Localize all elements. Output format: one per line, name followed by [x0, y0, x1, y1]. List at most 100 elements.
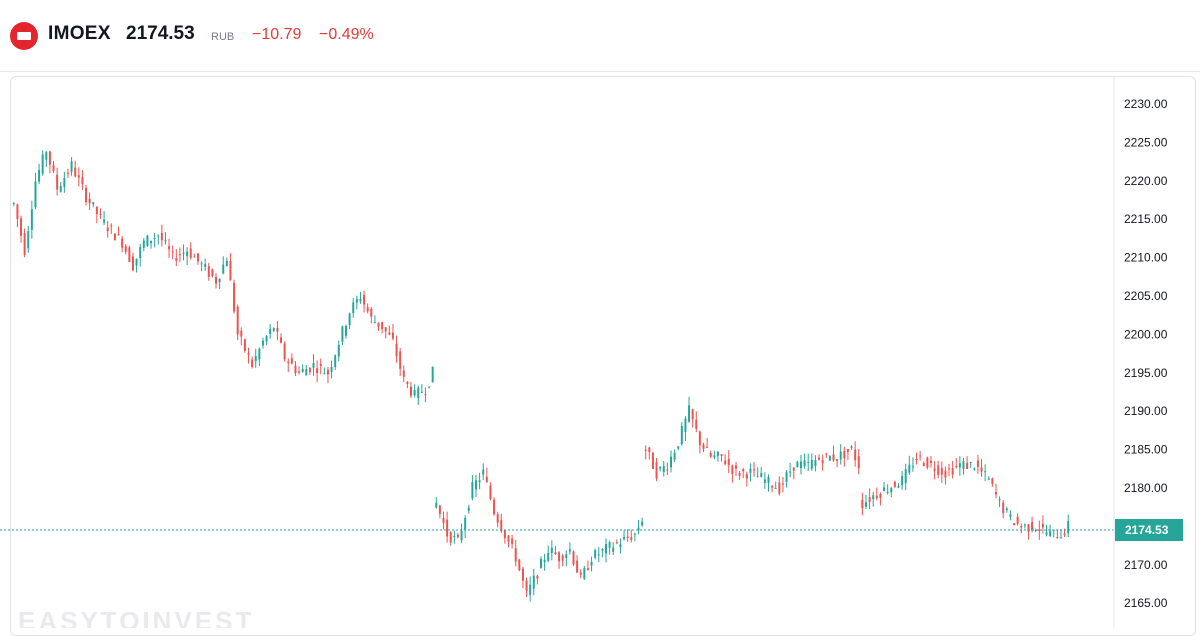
- candle-body: [576, 560, 579, 573]
- candle-body: [695, 419, 698, 429]
- candle-body: [251, 359, 254, 367]
- candle-body: [709, 452, 712, 457]
- candle-body: [702, 444, 705, 449]
- candle-body: [771, 486, 774, 488]
- candle-body: [836, 459, 839, 461]
- candle-body: [789, 471, 792, 473]
- candle-body: [503, 530, 506, 539]
- price-axis-tick: 2215.00: [1124, 212, 1168, 226]
- candle-body: [431, 366, 434, 383]
- candle-body: [911, 466, 914, 468]
- candle-body: [933, 468, 936, 471]
- last-price-tag-label: 2174.53: [1125, 523, 1169, 537]
- candle-body: [626, 536, 629, 538]
- candle-body: [1031, 522, 1034, 531]
- candle-body: [467, 507, 470, 511]
- candle-body: [59, 186, 62, 192]
- candle-body: [189, 248, 192, 259]
- candle-body: [395, 343, 398, 357]
- candle-body: [669, 456, 672, 468]
- candle-body: [785, 472, 788, 482]
- candle-body: [738, 473, 741, 476]
- candle-body: [146, 235, 149, 247]
- candle-body: [655, 462, 658, 479]
- candle-body: [193, 256, 196, 258]
- candle-body: [922, 463, 925, 466]
- candle-body: [103, 219, 106, 223]
- candle-body: [460, 530, 463, 541]
- candle-body: [792, 467, 795, 471]
- watermark-logo: EASYTOINVEST: [18, 606, 254, 628]
- candle-body: [666, 469, 669, 471]
- candles-layer: [12, 150, 1070, 602]
- candle-body: [926, 457, 929, 468]
- candle-body: [272, 328, 275, 331]
- candle-body: [1034, 530, 1037, 532]
- candle-body: [565, 554, 568, 559]
- candle-body: [734, 465, 737, 469]
- candle-body: [410, 386, 413, 396]
- candle-body: [644, 449, 647, 451]
- candle-body: [799, 461, 802, 468]
- candle-body: [352, 302, 355, 314]
- candle-body: [648, 447, 651, 452]
- candle-body: [222, 264, 225, 274]
- candle-body: [373, 322, 376, 324]
- candle-body: [312, 363, 315, 368]
- candle-body: [633, 533, 636, 535]
- candle-body: [868, 497, 871, 502]
- candle-body: [630, 537, 633, 540]
- candle-body: [875, 495, 878, 499]
- candle-body: [38, 169, 41, 182]
- candle-body: [178, 254, 181, 256]
- candle-body: [464, 517, 467, 530]
- candle-body: [594, 550, 597, 558]
- candle-body: [543, 559, 546, 563]
- candle-body: [948, 468, 951, 470]
- candle-body: [659, 466, 662, 469]
- candle-body: [485, 476, 488, 482]
- candle-body: [706, 446, 709, 448]
- candle-body: [254, 355, 257, 362]
- candle-body: [850, 446, 853, 448]
- candle-body: [500, 520, 503, 532]
- candle-body: [186, 251, 189, 256]
- candle-body: [803, 460, 806, 467]
- candle-body: [319, 363, 322, 366]
- candle-body: [225, 261, 228, 267]
- candle-body: [521, 568, 524, 581]
- candle-body: [92, 202, 95, 205]
- candle-body: [402, 370, 405, 377]
- candle-body: [919, 455, 922, 457]
- candle-body: [1059, 537, 1062, 539]
- candle-body: [301, 368, 304, 373]
- price-axis-tick: 2185.00: [1124, 443, 1168, 457]
- candle-body: [160, 233, 163, 241]
- candle-body: [984, 471, 987, 473]
- candle-body: [893, 481, 896, 487]
- candle-body: [337, 345, 340, 357]
- candle-body: [572, 551, 575, 565]
- candle-body: [77, 175, 80, 178]
- candle-body: [720, 454, 723, 457]
- price-axis-tick: 2230.00: [1124, 97, 1168, 111]
- candle-body: [716, 451, 719, 456]
- candle-body: [56, 174, 59, 190]
- candle-body: [456, 534, 459, 537]
- candle-body: [334, 355, 337, 368]
- candle-body: [994, 491, 997, 495]
- candle-body: [969, 462, 972, 464]
- candle-body: [1056, 537, 1059, 539]
- symbol-name[interactable]: IMOEX: [48, 23, 111, 44]
- candle-body: [825, 453, 828, 455]
- candle-body: [435, 502, 438, 508]
- candle-body: [399, 351, 402, 369]
- candle-body: [164, 240, 167, 242]
- candle-body: [236, 306, 239, 335]
- candle-body: [200, 263, 203, 265]
- candle-body: [832, 454, 835, 461]
- candle-body: [590, 561, 593, 566]
- candle-body: [897, 486, 900, 488]
- candle-body: [998, 499, 1001, 501]
